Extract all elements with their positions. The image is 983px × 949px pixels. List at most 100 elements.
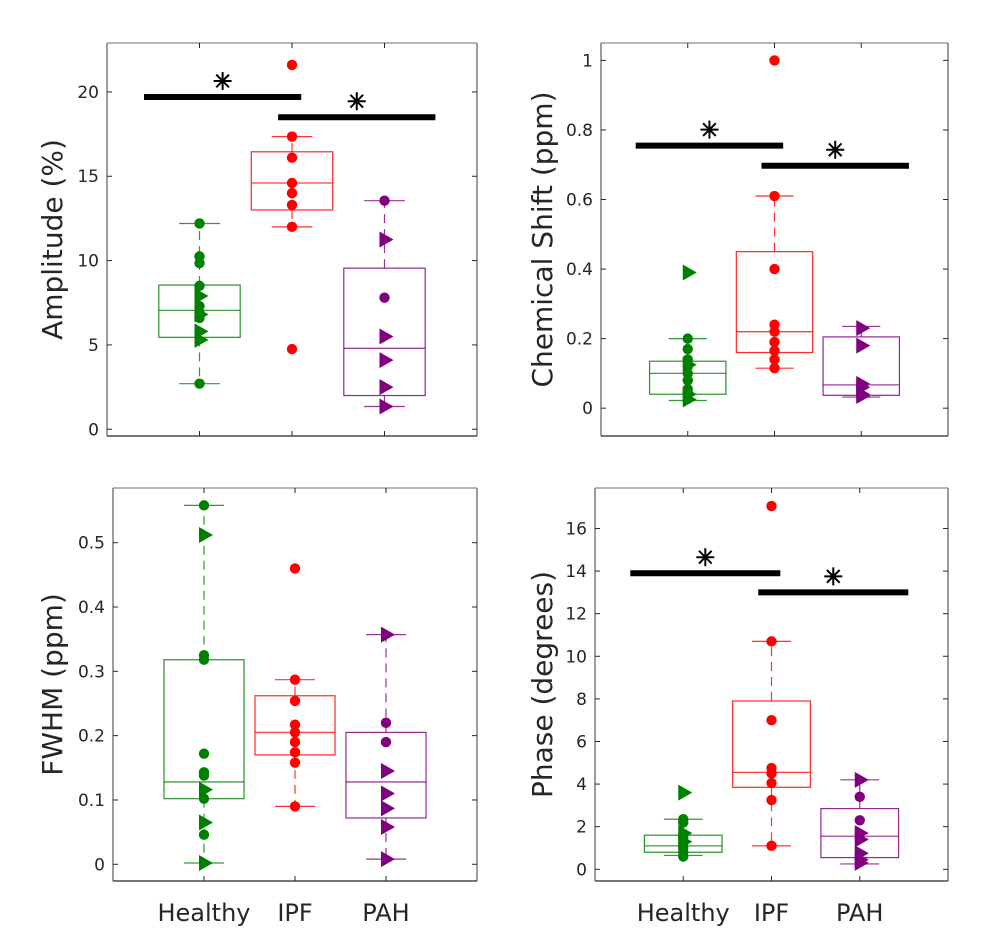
x-tick-label: IPF [277,899,312,927]
y-tick-label: 0 [94,855,105,875]
data-point-triangle [381,851,395,868]
data-point-triangle [682,356,697,373]
box-group-pah [820,771,900,871]
box-group-pah [345,626,427,868]
data-point-circle [682,343,693,355]
data-point-circle [854,815,865,826]
data-point-circle [769,336,780,348]
y-tick-label: 14 [565,562,587,582]
chemical-shift-panel: 0 0.2 0.4 0.6 0.8 1 Chemical Shift (ppm) [526,42,949,437]
data-point-circle [289,674,301,685]
data-point-circle [769,326,780,337]
data-point-circle [289,719,301,730]
data-point-circle [198,500,210,511]
data-point-circle [766,636,777,647]
y-axis-label: Chemical Shift (ppm) [526,91,559,387]
data-point-circle [286,59,298,71]
data-point-triangle [678,833,693,850]
data-point-triangle [856,337,871,354]
y-tick-label: 0.4 [566,260,593,280]
y-axis-label: Phase (degrees) [526,571,559,798]
data-point-circle [194,218,205,229]
data-point-circle [380,736,392,748]
data-point-triangle [381,818,395,835]
box-group-ipf [732,500,811,852]
data-point-circle [289,695,301,707]
data-point-circle [289,757,301,768]
y-tick-label: 0.6 [566,191,593,211]
y-tick-label: 0.4 [78,598,105,618]
data-point-circle [289,727,301,738]
box-group-healthy [643,784,723,862]
box-group-ipf [254,563,336,812]
data-point-circle [766,500,777,512]
y-tick-label: 1 [582,51,593,71]
data-point-circle [769,362,780,374]
data-point-triangle [381,626,395,643]
data-point-triangle [379,379,394,396]
significance-asterisk-icon [696,548,715,567]
data-point-circle [194,257,205,269]
data-point-triangle [381,800,395,817]
asterisk-stroke [349,94,364,109]
data-point-triangle [856,320,871,337]
data-point-triangle [194,306,209,323]
data-point-circle [194,280,205,292]
data-point-circle [286,199,298,211]
significance-asterisk-icon [347,92,366,111]
significance-asterisk-icon [824,567,843,586]
data-point-circle [198,748,210,759]
data-point-triangle [854,831,869,848]
data-point-triangle [379,352,394,369]
data-point-triangle [682,264,697,281]
x-tick-label: PAH [836,899,883,927]
data-point-circle [769,345,780,356]
box-group-ipf [250,59,334,355]
iqr-box [343,267,426,397]
significance-asterisk-icon [213,71,232,90]
asterisk-stroke [698,550,713,565]
y-tick-label: 2 [576,818,587,838]
data-point-triangle [381,785,395,802]
data-point-circle [678,851,689,862]
y-tick-label: 16 [565,519,587,539]
y-tick-label: 20 [77,83,99,103]
data-point-triangle [678,784,693,801]
data-point-triangle [379,328,394,345]
y-axis-label: FWHM (ppm) [36,593,69,776]
y-tick-label: 15 [77,167,99,187]
iqr-box [345,731,427,819]
y-tick-label: 4 [576,775,587,795]
box-group-healthy [648,264,727,408]
data-point-circle [766,768,777,779]
data-point-triangle [682,391,697,408]
asterisk-stroke [215,73,230,89]
y-tick-label: 0.2 [78,727,105,747]
asterisk-stroke [828,142,843,157]
data-point-circle [766,840,777,852]
asterisk-stroke [826,569,841,584]
data-point-triangle [194,331,209,348]
box-group-pah [343,195,426,415]
data-point-triangle [199,526,213,543]
box-group-pah [822,320,901,405]
x-tick-label: Healthy [157,899,250,927]
data-point-triangle [379,231,394,248]
y-tick-label: 0 [88,420,99,440]
data-point-triangle [199,781,213,798]
data-point-circle [379,195,390,206]
data-point-circle [198,770,210,781]
data-point-circle [682,333,693,344]
data-point-circle [766,714,777,726]
amplitude-panel: 0 5 10 15 20 Amplitude (%) [36,42,478,440]
data-point-circle [194,378,205,389]
y-tick-label: 0.8 [566,121,593,141]
data-point-circle [289,801,301,812]
data-point-triangle [199,814,213,831]
data-point-circle [380,717,392,728]
y-tick-label: 0 [582,399,593,419]
y-tick-label: 10 [77,252,99,272]
box-group-healthy [158,218,241,389]
box-group-healthy [163,500,245,871]
